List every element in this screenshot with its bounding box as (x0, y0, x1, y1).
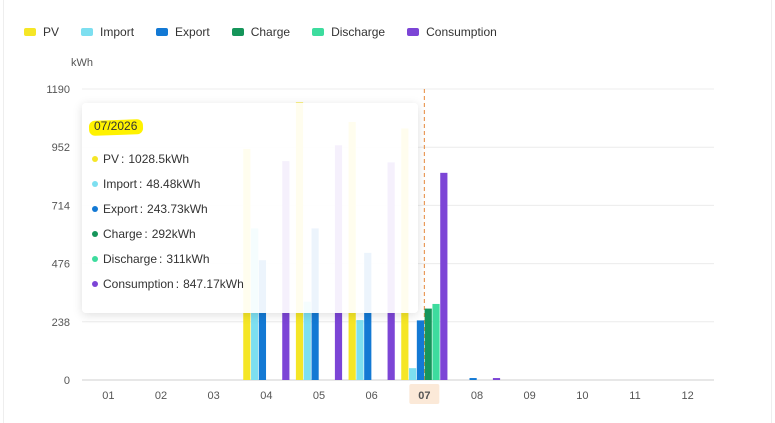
legend-swatch (24, 28, 36, 36)
y-tick-label: 476 (52, 259, 70, 271)
chart-tooltip: 07/2026 PV:1028.5kWh Import:48.48kWh Expor… (82, 103, 418, 313)
legend: PV Import Export Charge Discharge Consumption (24, 24, 519, 40)
y-tick-label: 952 (52, 142, 70, 154)
legend-item-pv[interactable]: PV (24, 25, 59, 39)
y-tick-label: 1190 (46, 84, 70, 96)
x-tick-label-03: 03 (208, 390, 220, 402)
tooltip-label: Export (103, 201, 138, 216)
tooltip-row-pv: PV:1028.5kWh (92, 146, 408, 171)
tooltip-separator: : (175, 276, 180, 291)
legend-label: Charge (250, 25, 291, 39)
tooltip-separator: : (144, 226, 148, 241)
tooltip-dot (92, 155, 98, 162)
bar-discharge-07 (432, 303, 440, 380)
bar-export-04 (258, 260, 267, 380)
legend-item-consumption[interactable]: Consumption (407, 25, 497, 39)
bar-export-07 (416, 320, 425, 380)
tooltip-row-import: Import:48.48kWh (92, 171, 408, 196)
tooltip-dot (92, 280, 98, 287)
legend-swatch (407, 28, 420, 36)
x-tick-label-05: 05 (313, 390, 325, 402)
tooltip-rows: PV:1028.5kWh Import:48.48kWh Export:243.73… (92, 146, 408, 296)
tooltip-label: Consumption (103, 276, 174, 291)
tooltip-dot (92, 205, 98, 212)
tooltip-value: 243.73kWh (147, 201, 208, 216)
legend-label: Discharge (331, 25, 386, 39)
bar-import-06 (356, 320, 364, 380)
x-tick-label-08: 08 (471, 390, 483, 402)
tooltip-dot (92, 180, 98, 187)
bar-consumption-07 (440, 172, 448, 380)
legend-label: Export (175, 25, 210, 39)
tooltip-row-discharge: Discharge:311kWh (92, 246, 408, 271)
bar-consumption-08 (492, 378, 501, 380)
legend-label: Consumption (426, 25, 497, 39)
legend-swatch (81, 28, 94, 36)
x-tick-label-09: 09 (524, 390, 536, 402)
y-tick-label: 238 (52, 317, 70, 329)
legend-item-charge[interactable]: Charge (231, 25, 291, 39)
legend-label: Import (100, 25, 135, 39)
bar-charge-07 (424, 308, 432, 380)
tooltip-dot (92, 255, 98, 262)
legend-swatch (231, 28, 244, 36)
x-tick-label-11: 11 (629, 390, 640, 402)
bar-export-06 (364, 252, 372, 380)
tooltip-title: 07/2026 (88, 118, 144, 136)
tooltip-separator: : (139, 176, 143, 191)
y-tick-label: 0 (64, 375, 70, 387)
legend-item-import[interactable]: Import (81, 25, 134, 39)
tooltip-separator: : (139, 201, 144, 216)
tooltip-dot (92, 230, 98, 237)
tooltip-label: Import (103, 176, 138, 191)
x-tick-label-02: 02 (155, 390, 167, 402)
tooltip-value: 48.48kWh (146, 176, 201, 191)
tooltip-row-export: Export:243.73kWh (92, 196, 408, 221)
tooltip-label: Charge (103, 226, 143, 241)
bar-export-08 (469, 378, 477, 380)
tooltip-value: 1028.5kWh (128, 151, 190, 166)
tooltip-row-consumption: Consumption:847.17kWh (92, 271, 408, 296)
legend-item-export[interactable]: Export (156, 25, 210, 39)
x-tick-label-01: 01 (102, 390, 114, 402)
tooltip-label: Discharge (103, 251, 158, 266)
legend-swatch (156, 28, 169, 36)
y-axis-unit-label: kWh (71, 57, 93, 69)
highlight-tick-background (409, 384, 440, 404)
legend-swatch (312, 28, 325, 36)
tooltip-row-charge: Charge:292kWh (92, 221, 408, 246)
bar-import-05 (303, 301, 311, 380)
bar-import-07 (409, 368, 417, 380)
tooltip-value: 311kWh (166, 251, 210, 266)
x-tick-label-07: 07 (418, 390, 430, 402)
x-tick-label-06: 06 (366, 390, 378, 402)
tooltip-separator: : (159, 251, 163, 266)
x-tick-label-12: 12 (682, 390, 694, 402)
x-tick-label-10: 10 (576, 390, 588, 402)
legend-item-discharge[interactable]: Discharge (312, 25, 385, 39)
x-tick-label-04: 04 (260, 390, 272, 402)
tooltip-separator: : (121, 151, 125, 166)
y-tick-label: 714 (52, 200, 70, 212)
tooltip-value: 847.17kWh (183, 276, 244, 291)
tooltip-value: 292kWh (151, 226, 196, 241)
tooltip-label: PV (103, 151, 120, 166)
legend-label: PV (43, 25, 60, 39)
